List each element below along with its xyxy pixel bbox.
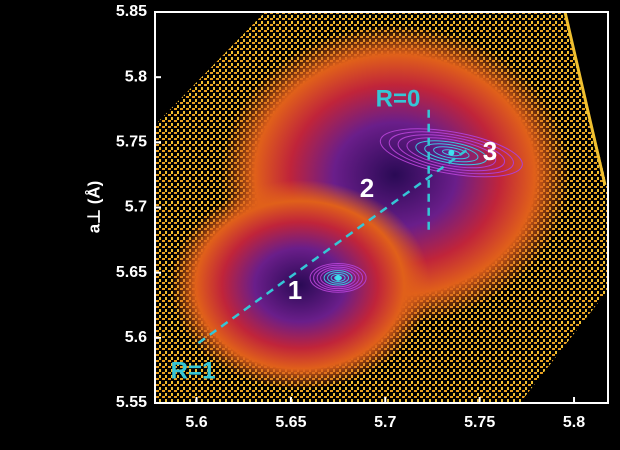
contour-line (406, 137, 497, 169)
contour-line (397, 134, 506, 172)
contour-line (320, 268, 357, 288)
y-tick-label: 5.85 (116, 3, 147, 20)
annotation: R=0 (376, 85, 421, 112)
y-axis-label: a⊥ (Å) (84, 181, 103, 234)
x-tick-label: 5.7 (374, 414, 396, 431)
y-tick-label: 5.55 (116, 394, 147, 411)
y-tick-label: 5.7 (125, 199, 147, 216)
annotation: 1 (288, 275, 302, 305)
y-tick-label: 5.6 (125, 329, 147, 346)
contour-line (388, 131, 514, 175)
contour-line (330, 273, 346, 282)
y-tick-label: 5.65 (116, 264, 147, 281)
x-tick-label: 5.65 (275, 414, 306, 431)
x-tick-label: 5.8 (563, 414, 585, 431)
peak (448, 149, 455, 156)
annotation: R=1 (171, 357, 216, 384)
x-tick-label: 5.75 (464, 414, 495, 431)
contour-line (327, 271, 350, 284)
contour-line (424, 143, 479, 163)
contour-line (309, 262, 367, 293)
contour-line (433, 146, 470, 160)
contour-line (313, 264, 364, 291)
peak (335, 274, 342, 281)
y-tick-label: 5.75 (116, 134, 147, 151)
x-tick-label: 5.6 (185, 414, 207, 431)
contour-line (323, 270, 353, 286)
annotation: 2 (360, 173, 374, 203)
annotation: 3 (483, 136, 497, 166)
contour-line (379, 128, 523, 178)
y-tick-label: 5.8 (125, 68, 147, 85)
contour-line (316, 266, 360, 290)
map-background (155, 12, 608, 403)
